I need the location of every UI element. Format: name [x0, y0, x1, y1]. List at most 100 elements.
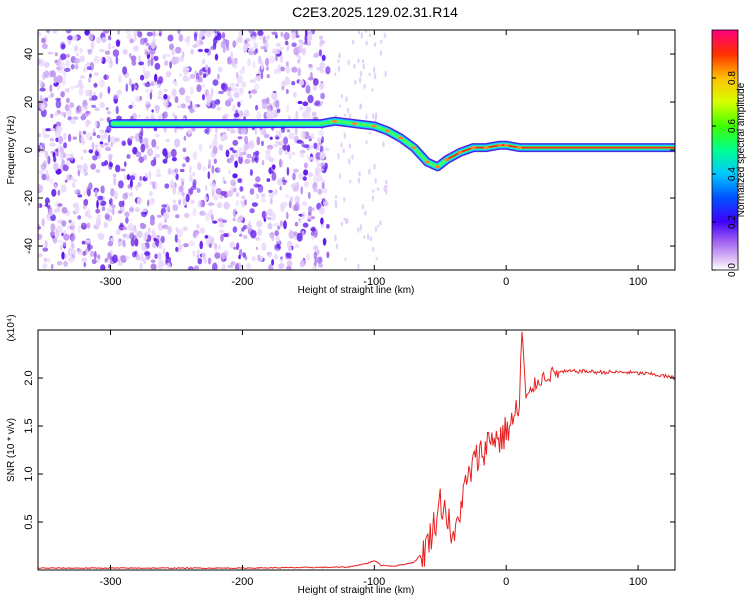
noise-speck — [277, 108, 280, 113]
noise-speck — [93, 72, 100, 76]
colorbar-tick-label: 0.0 — [727, 263, 738, 277]
noise-speck — [280, 206, 285, 213]
noise-speck — [38, 170, 44, 175]
noise-speck — [117, 261, 123, 266]
noise-speck — [153, 237, 157, 242]
noise-speck — [217, 218, 224, 222]
noise-speck — [104, 129, 109, 133]
x-tick-label: 100 — [629, 576, 647, 588]
noise-speck — [84, 30, 91, 36]
noise-speck — [52, 151, 56, 158]
noise-speck — [88, 77, 91, 83]
noise-speck — [256, 74, 262, 82]
noise-speck — [271, 171, 277, 181]
noise-speck — [183, 200, 187, 205]
noise-speck — [236, 219, 241, 223]
noise-speck — [269, 198, 273, 205]
noise-speck — [368, 131, 372, 135]
noise-speck — [239, 186, 244, 192]
noise-speck — [126, 154, 131, 159]
noise-speck — [58, 135, 63, 145]
noise-speck — [239, 69, 245, 75]
noise-speck — [213, 242, 218, 250]
noise-speck — [280, 66, 285, 72]
noise-speck — [199, 68, 203, 76]
noise-speck — [62, 151, 66, 159]
noise-speck — [104, 213, 110, 220]
noise-speck — [172, 112, 176, 118]
noise-speck — [158, 241, 163, 250]
tone-track-peak — [497, 143, 503, 147]
noise-speck — [230, 179, 236, 187]
noise-speck — [265, 216, 268, 220]
noise-speck — [267, 222, 273, 230]
noise-speck — [91, 258, 97, 265]
noise-speck — [360, 32, 363, 39]
colorbar: 0.0 0.2 0.4 0.6 0.8 Normalized spectral ampl… — [711, 29, 747, 277]
noise-speck — [129, 192, 134, 197]
noise-speck — [113, 176, 117, 186]
noise-speck — [229, 159, 234, 164]
noise-speck — [149, 91, 153, 100]
noise-speck — [90, 250, 95, 257]
noise-speck — [82, 67, 86, 73]
tone-track-peak — [483, 146, 489, 150]
noise-speck — [276, 42, 281, 47]
noise-speck — [274, 230, 280, 237]
noise-speck — [135, 253, 141, 261]
noise-speck — [95, 144, 98, 150]
tone-track-peak — [398, 136, 404, 140]
noise-speck — [278, 129, 282, 139]
noise-speck — [66, 159, 70, 167]
noise-speck — [214, 53, 219, 61]
noise-speck — [292, 151, 296, 156]
noise-speck — [146, 31, 153, 37]
noise-speck — [212, 145, 218, 155]
noise-speck — [305, 84, 311, 94]
noise-speck — [294, 195, 301, 204]
noise-speck — [100, 56, 104, 63]
noise-speck — [136, 230, 143, 238]
x-tick-label: -100 — [363, 276, 385, 288]
noise-speck — [167, 151, 172, 159]
noise-speck — [94, 151, 100, 157]
noise-speck — [178, 185, 184, 193]
noise-speck — [138, 114, 141, 119]
noise-speck — [334, 72, 337, 76]
noise-speck — [237, 101, 241, 108]
noise-speck — [344, 218, 348, 225]
noise-speck — [84, 210, 89, 217]
noise-speck — [250, 229, 257, 239]
noise-speck — [230, 129, 236, 134]
noise-speck — [366, 233, 370, 241]
noise-speck — [273, 143, 278, 148]
noise-speck — [340, 142, 343, 148]
noise-speck — [345, 96, 348, 103]
noise-speck — [278, 148, 282, 154]
noise-speck — [213, 195, 219, 201]
noise-speck — [348, 113, 352, 120]
noise-speck — [144, 251, 151, 256]
noise-speck — [155, 145, 160, 150]
noise-speck — [275, 34, 278, 39]
noise-speck — [318, 206, 325, 215]
noise-speck — [57, 189, 61, 196]
noise-speck — [273, 223, 280, 227]
noise-speck — [303, 144, 310, 149]
noise-speck — [299, 260, 305, 268]
noise-speck — [246, 43, 251, 48]
noise-speck — [307, 191, 311, 200]
noise-speck — [227, 87, 232, 92]
noise-speck — [101, 206, 106, 212]
noise-speck — [307, 206, 313, 213]
noise-speck — [223, 180, 227, 184]
noise-speck — [132, 228, 136, 234]
noise-speck — [351, 154, 354, 160]
noise-speck — [211, 182, 216, 192]
noise-speck — [372, 112, 375, 120]
noise-speck — [156, 33, 159, 37]
noise-speck — [232, 139, 239, 146]
noise-speck — [162, 248, 166, 255]
tone-track-peak — [424, 160, 430, 164]
